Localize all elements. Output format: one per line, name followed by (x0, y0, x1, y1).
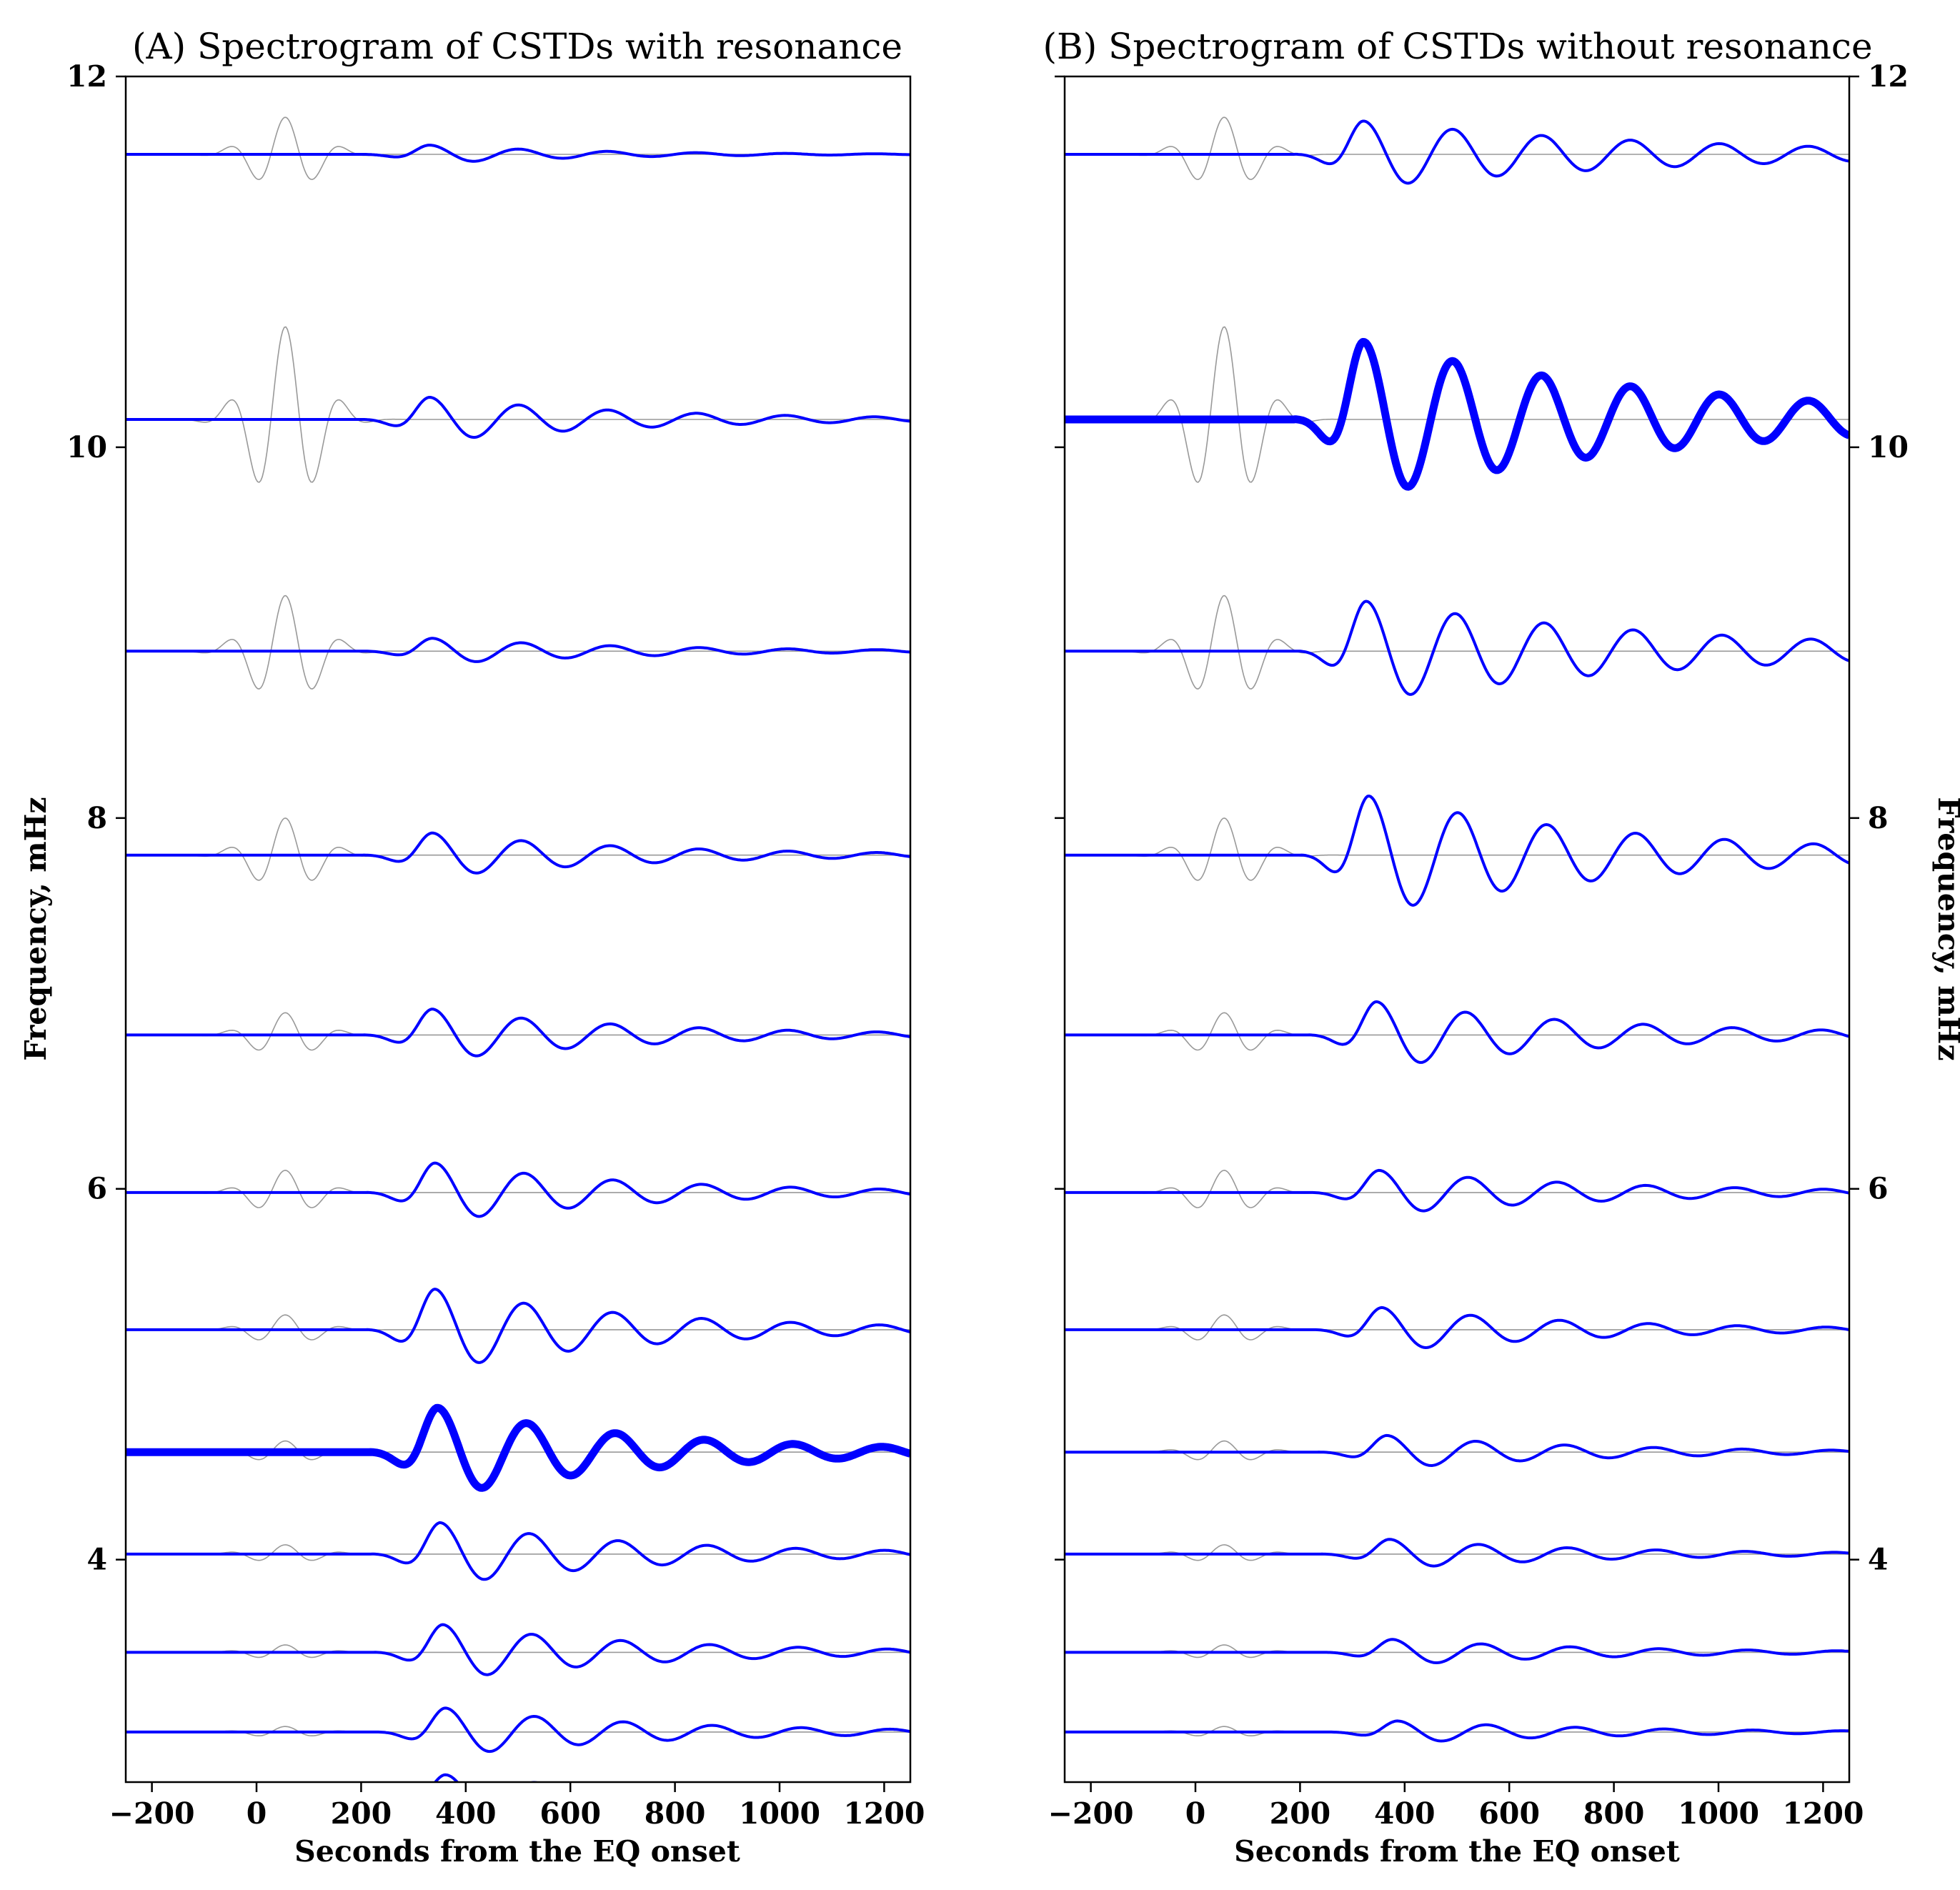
x-tick-label-a: 800 (645, 1796, 706, 1831)
plot-frame-a (124, 75, 912, 1784)
x-tick-label-a: 400 (435, 1796, 497, 1831)
y-tick-label-b: 8 (1868, 801, 1889, 835)
x-tick-label-b: 1200 (1782, 1796, 1864, 1831)
signal-trace-a-3 (126, 831, 910, 875)
signal-trace-b-10 (1065, 1719, 1849, 1743)
reference-trace-a-5 (126, 1169, 910, 1208)
reference-trace-b-3 (1065, 817, 1849, 881)
reference-trace-a-2 (126, 595, 910, 690)
y-tick-label-a: 10 (66, 430, 107, 464)
signal-trace-b-1 (1065, 338, 1849, 491)
y-axis-label-a: Frequency, mHz (19, 797, 53, 1060)
reference-trace-b-2 (1065, 595, 1849, 690)
x-tick-label-a: 600 (539, 1796, 601, 1831)
chart-title-a: (A) Spectrogram of CSTDs with resonance (132, 26, 902, 67)
reference-trace-b-0 (1065, 116, 1849, 181)
x-ticks-a: −200 0 200 400 600 800 1000 1200 (109, 1782, 925, 1831)
signal-trace-b-3 (1065, 795, 1849, 907)
x-tick-label-b: −200 (1048, 1796, 1134, 1831)
x-axis-label-b: Seconds from the EQ onset (1234, 1834, 1680, 1869)
traces-b (1065, 116, 1849, 1743)
panel-a: (A) Spectrogram of CSTDs with resonance … (19, 26, 925, 1869)
x-tick-label-b: 600 (1478, 1796, 1540, 1831)
signal-trace-a-9 (126, 1623, 910, 1676)
y-axis-label-b: Frequency, mHz (1931, 797, 1960, 1060)
reference-trace-a-6 (126, 1314, 910, 1341)
signal-trace-a-2 (126, 637, 910, 663)
y-tick-label-b: 6 (1868, 1172, 1889, 1206)
signal-trace-a-0 (126, 144, 910, 163)
reference-trace-a-4 (126, 1012, 910, 1051)
y-tick-label-a: 12 (66, 59, 107, 94)
reference-trace-b-4 (1065, 1012, 1849, 1051)
signal-trace-a-8 (126, 1521, 910, 1581)
reference-trace-b-10 (1065, 1726, 1849, 1736)
x-tick-label-a: 1000 (739, 1796, 820, 1831)
x-tick-label-b: 200 (1270, 1796, 1331, 1831)
chart-title-b: (B) Spectrogram of CSTDs without resonan… (1043, 26, 1872, 67)
reference-trace-a-1 (126, 326, 910, 483)
signal-trace-b-0 (1065, 119, 1849, 185)
y-tick-label-b: 4 (1868, 1543, 1889, 1577)
x-tick-label-a: 1200 (843, 1796, 925, 1831)
signal-trace-a-7 (126, 1403, 910, 1492)
y-ticks-a: 4 6 8 10 12 (66, 59, 126, 1577)
signal-trace-a-5 (126, 1161, 910, 1218)
x-axis-label-a: Seconds from the EQ onset (294, 1834, 740, 1869)
y-tick-label-a: 4 (86, 1543, 107, 1577)
x-tick-label-b: 0 (1185, 1796, 1206, 1831)
traces-a (126, 116, 910, 1782)
panel-b: (B) Spectrogram of CSTDs without resonan… (1043, 26, 1960, 1869)
reference-trace-b-1 (1065, 326, 1849, 483)
signal-trace-b-4 (1065, 1000, 1849, 1064)
signal-trace-b-2 (1065, 600, 1849, 696)
reference-trace-b-5 (1065, 1169, 1849, 1208)
signal-trace-a-6 (126, 1288, 910, 1364)
reference-trace-a-7 (126, 1440, 910, 1461)
signal-trace-a-1 (126, 396, 910, 439)
y-tick-label-a: 6 (86, 1172, 107, 1206)
signal-trace-b-6 (1065, 1305, 1849, 1349)
plot-frame-b (1063, 75, 1851, 1784)
x-tick-label-b: 400 (1374, 1796, 1436, 1831)
y-tick-label-b: 12 (1868, 59, 1909, 94)
y-tick-label-a: 8 (86, 801, 107, 835)
signal-trace-b-5 (1065, 1168, 1849, 1213)
y-tick-label-b: 10 (1868, 430, 1909, 464)
signal-trace-a-4 (126, 1008, 910, 1058)
signal-trace-a-10 (126, 1706, 910, 1754)
x-tick-label-a: 0 (247, 1796, 267, 1831)
signal-trace-b-8 (1065, 1538, 1849, 1568)
x-tick-label-b: 800 (1583, 1796, 1645, 1831)
x-tick-label-a: 200 (331, 1796, 392, 1831)
signal-trace-b-9 (1065, 1638, 1849, 1664)
reference-trace-a-3 (126, 817, 910, 881)
reference-trace-a-8 (126, 1544, 910, 1561)
x-tick-label-b: 1000 (1678, 1796, 1759, 1831)
y-ticks-b: 4 6 8 10 12 (1055, 59, 1909, 1577)
x-ticks-b: −200 0 200 400 600 800 1000 1200 (1048, 1782, 1864, 1831)
signal-trace-b-7 (1065, 1433, 1849, 1467)
x-tick-label-a: −200 (109, 1796, 195, 1831)
